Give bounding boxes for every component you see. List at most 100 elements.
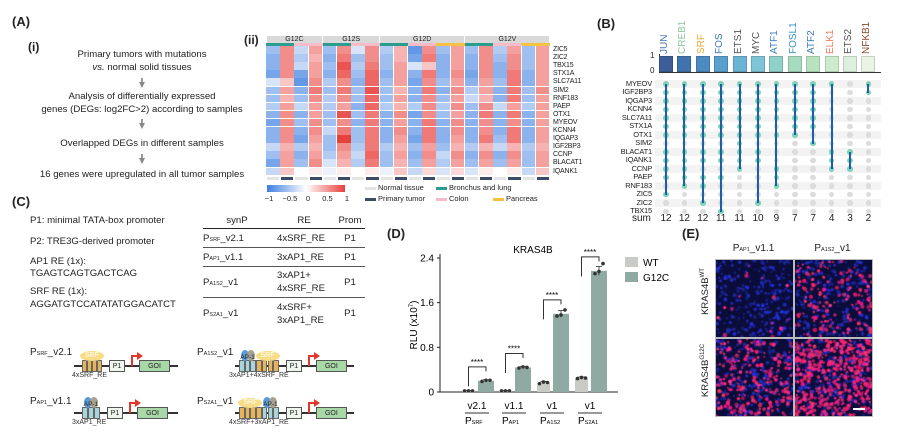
heatmap-cell	[535, 127, 550, 135]
p-letter: P	[30, 347, 37, 358]
legend-swatch-g12c	[625, 272, 638, 282]
heatmap-cell	[521, 151, 536, 159]
heatmap-cell	[365, 159, 379, 167]
heatmap-cell	[337, 94, 351, 103]
promoter-box: P1	[285, 360, 302, 372]
heatmap-cell	[535, 151, 550, 159]
sample-type-annotation	[423, 177, 436, 181]
heatmap-cell	[280, 102, 294, 111]
ap1-protein-icon	[90, 397, 98, 408]
tf-label: MYC	[751, 31, 762, 54]
heatmap-cell	[464, 118, 479, 127]
heatmap-cell	[393, 62, 408, 70]
heatmap-cell	[464, 62, 479, 70]
gene-of-interest-box: GOI	[139, 360, 170, 372]
workflow-step-2-line2: genes (DEGs: log2FC>2) according to samp…	[41, 103, 243, 115]
ap1-protein-icon	[269, 397, 278, 408]
heatmap-cell	[337, 127, 351, 135]
sample-type-annotation	[494, 177, 507, 181]
heatmap-cell	[322, 127, 337, 135]
heatmap-cell	[479, 94, 493, 103]
heatmap-cell	[535, 110, 550, 119]
p-suffix: _v2.1	[220, 232, 244, 244]
heatmap-cell	[365, 135, 379, 143]
membership-dot-empty	[736, 200, 743, 206]
cell-synp: PS2A1_v1	[203, 308, 273, 319]
heatmap-cell	[266, 94, 280, 103]
heatmap-cell	[294, 151, 308, 159]
heatmap-cell	[464, 167, 479, 175]
membership-dot-filled	[663, 81, 669, 87]
y-tick-label: 2.4	[420, 254, 434, 265]
membership-dot-empty	[847, 98, 853, 104]
membership-dot-filled	[810, 81, 816, 87]
tissue-annotation	[379, 43, 408, 46]
heatmap-cell	[450, 118, 465, 127]
tss-arrowhead-icon	[313, 352, 320, 360]
srf-response-element	[239, 407, 245, 419]
membership-dot-empty	[736, 191, 743, 198]
heatmap-cell	[351, 86, 365, 94]
bar-wt	[575, 378, 588, 392]
upset-gene-label: ZIC5	[636, 189, 653, 199]
heatmap-cell	[493, 46, 507, 54]
heatmap-cell	[308, 110, 323, 119]
heatmap-cell	[507, 127, 521, 135]
re-line: 4xSRF_RE	[277, 232, 325, 244]
data-point	[466, 389, 471, 393]
heatmap-cell	[266, 46, 280, 54]
heatmap-cell	[422, 143, 436, 151]
heatmap-cell	[493, 62, 507, 70]
heatmap-cell	[393, 135, 408, 143]
tf-bar	[714, 56, 729, 72]
heatmap-cell	[436, 46, 450, 54]
fluorescence-image	[794, 259, 873, 338]
sample-type-annotation	[338, 177, 351, 181]
heatmap-cell	[351, 46, 365, 54]
gene-of-interest-box: GOI	[315, 360, 347, 372]
heatmap-cell	[337, 78, 351, 86]
heatmap-cell	[365, 54, 379, 62]
fluorescence-image	[794, 338, 873, 417]
heatmap-gene-label: PAEP	[553, 102, 571, 110]
heatmap-cell	[308, 102, 323, 111]
sample-type-annotation	[380, 177, 393, 181]
construct-caption: 4xSRF_RE	[72, 372, 108, 379]
heatmap-cell	[521, 118, 536, 127]
heatmap-cell	[322, 94, 337, 103]
heatmap-cell	[266, 70, 280, 78]
tf-bar	[787, 56, 802, 72]
heatmap-cell	[493, 78, 507, 86]
membership-dot-empty	[847, 89, 853, 96]
srf-response-element	[82, 360, 87, 372]
heatmap-cell	[337, 135, 351, 143]
heatmap-cell	[308, 94, 323, 103]
heatmap-cell	[294, 102, 308, 111]
heatmap-cell	[337, 102, 351, 111]
p-letter: P	[197, 347, 204, 358]
def-p2: P2: TRE3G-derived promoter	[30, 236, 155, 247]
heatmap-cell	[493, 70, 507, 78]
srf-protein-icon: SRF	[80, 351, 104, 361]
sample-type-annotation	[437, 177, 450, 181]
heatmap-cell	[351, 94, 365, 103]
heatmap-cell	[351, 54, 365, 62]
heatmap-cell	[393, 159, 408, 167]
heatmap-cell	[408, 110, 422, 119]
heatmap-gene-label: SIM2	[553, 86, 569, 94]
y-tick-label: 0	[428, 388, 434, 399]
heatmap-cell	[351, 151, 365, 159]
ap1-response-element	[244, 360, 251, 372]
row-label-text: KRAS4B	[700, 359, 712, 398]
sum-label: sum	[632, 213, 651, 224]
tf-bar	[695, 56, 710, 72]
heatmap-cell	[436, 118, 450, 127]
srf-response-element	[256, 360, 262, 372]
heatmap-cell	[521, 86, 536, 94]
tss-arrowhead-icon	[135, 399, 141, 407]
re-line: 3xAP1_RE	[277, 251, 324, 263]
panel-d-label: (D)	[387, 226, 406, 241]
sample-type-annotation	[465, 177, 478, 181]
heatmap-cell	[280, 167, 294, 175]
heatmap-cell	[464, 110, 479, 119]
